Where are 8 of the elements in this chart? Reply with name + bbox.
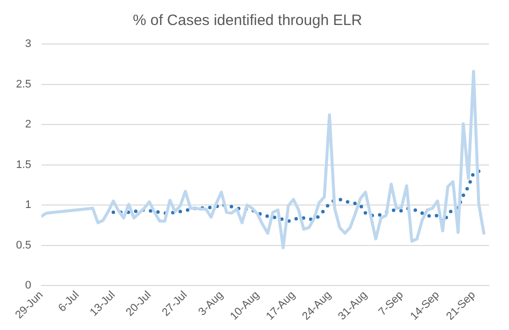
y-tick-label: 2 [25,118,32,131]
y-tick-label: 2.5 [16,78,32,90]
y-tick-label: 3 [25,38,32,50]
y-tick-label: 1.5 [16,158,32,171]
chart-title: % of Cases identified through ELR [132,12,362,30]
y-tick-label: 0.5 [16,239,32,252]
y-tick-label: 0 [25,280,32,292]
y-tick-label: 1 [25,199,32,212]
